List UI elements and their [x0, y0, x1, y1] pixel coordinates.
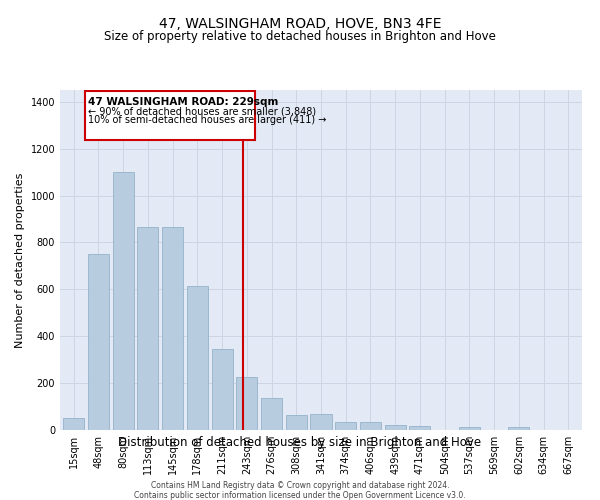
- Text: 10% of semi-detached houses are larger (411) →: 10% of semi-detached houses are larger (…: [88, 116, 327, 126]
- Text: Contains public sector information licensed under the Open Government Licence v3: Contains public sector information licen…: [134, 490, 466, 500]
- Text: 47, WALSINGHAM ROAD, HOVE, BN3 4FE: 47, WALSINGHAM ROAD, HOVE, BN3 4FE: [159, 18, 441, 32]
- Text: Size of property relative to detached houses in Brighton and Hove: Size of property relative to detached ho…: [104, 30, 496, 43]
- Bar: [85, 91, 256, 140]
- Bar: [236, 377, 257, 430]
- Bar: [310, 414, 332, 430]
- Bar: [409, 426, 430, 430]
- Bar: [88, 254, 109, 430]
- Bar: [459, 427, 480, 430]
- Text: 47 WALSINGHAM ROAD: 229sqm: 47 WALSINGHAM ROAD: 229sqm: [88, 96, 279, 106]
- Bar: [187, 286, 208, 430]
- Bar: [63, 418, 84, 430]
- Bar: [113, 172, 134, 430]
- Y-axis label: Number of detached properties: Number of detached properties: [15, 172, 25, 348]
- Text: Distribution of detached houses by size in Brighton and Hove: Distribution of detached houses by size …: [118, 436, 482, 449]
- Bar: [212, 349, 233, 430]
- Bar: [385, 426, 406, 430]
- Bar: [162, 227, 183, 430]
- Bar: [137, 227, 158, 430]
- Text: Contains HM Land Registry data © Crown copyright and database right 2024.: Contains HM Land Registry data © Crown c…: [151, 482, 449, 490]
- Bar: [335, 422, 356, 430]
- Text: ← 90% of detached houses are smaller (3,848): ← 90% of detached houses are smaller (3,…: [88, 106, 317, 116]
- Bar: [360, 422, 381, 430]
- Bar: [261, 398, 282, 430]
- Bar: [286, 415, 307, 430]
- Bar: [508, 427, 529, 430]
